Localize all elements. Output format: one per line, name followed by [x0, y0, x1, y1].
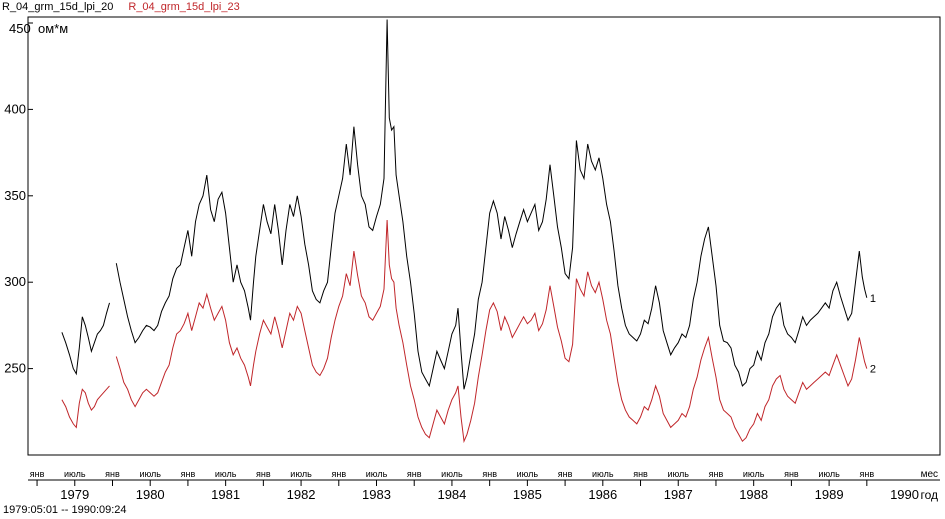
month-tick-label: янв	[860, 469, 875, 479]
month-tick-label: янв	[558, 469, 573, 479]
year-tick-label: 1981	[211, 487, 240, 502]
series-line-1	[61, 302, 110, 376]
year-tick-label: 1990	[890, 487, 919, 502]
year-tick-label: 1989	[815, 487, 844, 502]
year-tick-label: 1979	[60, 487, 89, 502]
year-tick-label: 1987	[664, 487, 693, 502]
month-tick-label: июль	[290, 469, 312, 479]
year-tick-label: 1985	[513, 487, 542, 502]
month-tick-label: июль	[64, 469, 86, 479]
month-tick-label: янв	[784, 469, 799, 479]
line-chart: 1 2 250 300 350 400 450 ом*м янв июль янв июль янв и…	[4, 16, 941, 502]
month-tick-label: июль	[592, 469, 614, 479]
y-tick-label: 400	[4, 101, 26, 116]
date-range-caption: 1979:05:01 -- 1990:09:24	[3, 504, 127, 516]
year-tick-label: 1986	[588, 487, 617, 502]
month-tick-label: июль	[366, 469, 388, 479]
month-tick-label: июль	[139, 469, 161, 479]
month-tick-label: июль	[441, 469, 463, 479]
month-tick-label: янв	[105, 469, 120, 479]
series-end-label-2: 2	[870, 364, 876, 376]
y-tick-label: 300	[4, 274, 26, 289]
y-tick-label: 250	[4, 361, 26, 376]
year-tick-label: 1983	[362, 487, 391, 502]
month-tick-label: июль	[517, 469, 539, 479]
y-axis-unit-label: ом*м	[38, 21, 68, 36]
series-line-2	[115, 219, 868, 444]
month-tick-label: янв	[181, 469, 196, 479]
month-tick-label: янв	[482, 469, 497, 479]
series-line-2	[61, 385, 110, 429]
month-tick-label: июль	[818, 469, 840, 479]
month-tick-label: янв	[30, 469, 45, 479]
year-tick-label: 1980	[136, 487, 165, 502]
series-line-1	[115, 19, 868, 390]
month-axis-unit-label: мес	[921, 469, 938, 480]
year-tick-label: 1984	[437, 487, 466, 502]
legend-entry-series-2: R_04_grm_15d_lpi_23	[128, 1, 240, 13]
month-tick-label: янв	[331, 469, 346, 479]
month-tick-label: янв	[709, 469, 724, 479]
month-tick-label: янв	[256, 469, 271, 479]
series-end-label-1: 1	[870, 293, 876, 305]
month-tick-label: июль	[667, 469, 689, 479]
month-tick-label: янв	[633, 469, 648, 479]
year-tick-label: 1982	[287, 487, 316, 502]
y-tick-label: 450	[9, 21, 31, 36]
month-tick-label: июль	[215, 469, 237, 479]
month-tick-label: июль	[743, 469, 765, 479]
month-tick-label: янв	[407, 469, 422, 479]
legend-entry-series-1: R_04_grm_15d_lpi_20	[2, 1, 114, 13]
plot-frame	[27, 16, 941, 456]
y-tick-label: 350	[4, 188, 26, 203]
legend: R_04_grm_15d_lpi_20 R_04_grm_15d_lpi_23	[2, 0, 252, 14]
year-tick-label: 1988	[739, 487, 768, 502]
x-axis-unit-label: год	[920, 488, 938, 502]
